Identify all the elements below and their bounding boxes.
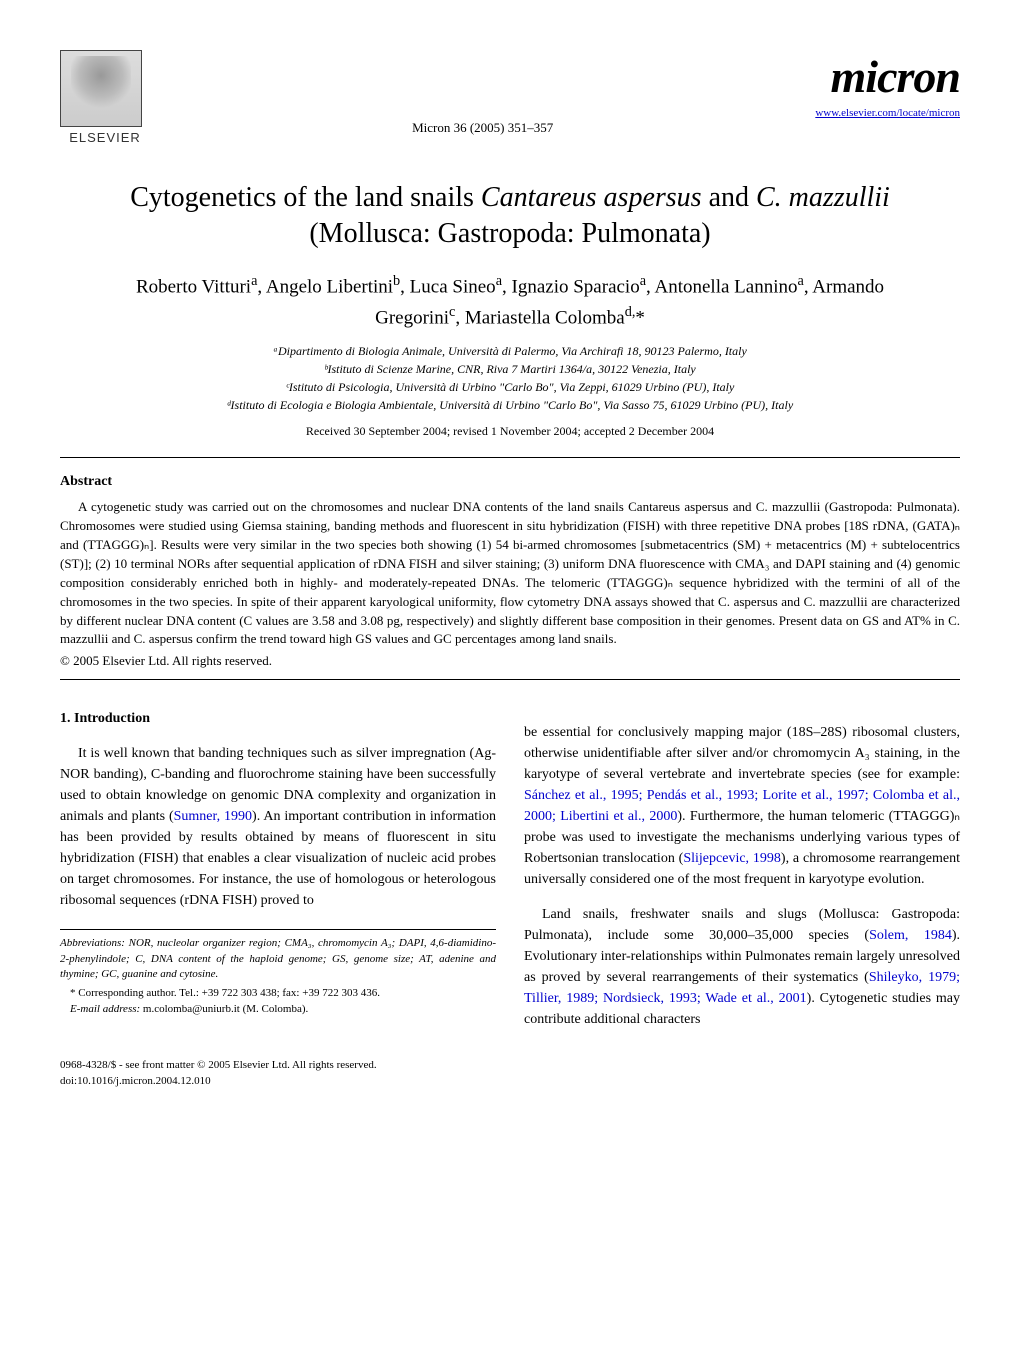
- affiliations-block: ᵃDipartimento di Biologia Animale, Unive…: [100, 342, 920, 414]
- journal-logo: micron: [815, 50, 960, 103]
- publisher-label: ELSEVIER: [60, 130, 150, 145]
- email-line: E-mail address: m.colomba@uniurb.it (M. …: [60, 1002, 496, 1017]
- intro-paragraph-2: Land snails, freshwater snails and slugs…: [524, 904, 960, 1030]
- header-row: ELSEVIER Micron 36 (2005) 351–357 micron…: [60, 50, 960, 150]
- footnote-block: Abbreviations: NOR, nucleolar organizer …: [60, 929, 496, 1017]
- intro-paragraph-1-continued: be essential for conclusively mapping ma…: [524, 722, 960, 890]
- right-column: be essential for conclusively mapping ma…: [524, 708, 960, 1044]
- email-address: m.colomba@uniurb.it (M. Colomba).: [143, 1003, 308, 1015]
- abbrev-text: Abbreviations: NOR, nucleolar organizer …: [60, 937, 496, 980]
- affiliation-b: ᵇIstituto di Scienze Marine, CNR, Riva 7…: [100, 360, 920, 378]
- abbreviations-note: Abbreviations: NOR, nucleolar organizer …: [60, 936, 496, 982]
- title-species-2: C. mazzullii: [756, 182, 890, 213]
- left-column: 1. Introduction It is well known that ba…: [60, 708, 496, 1044]
- abstract-heading: Abstract: [60, 474, 960, 490]
- publisher-logo: ELSEVIER: [60, 50, 150, 150]
- citation-slijepcevic-1998[interactable]: Slijepcevic, 1998: [683, 851, 781, 866]
- abstract-text: A cytogenetic study was carried out on t…: [60, 498, 960, 649]
- citation-sumner-1990[interactable]: Sumner, 1990: [174, 809, 252, 824]
- article-title: Cytogenetics of the land snails Cantareu…: [100, 180, 920, 253]
- affiliation-c: ᶜIstituto di Psicologia, Università di U…: [100, 378, 920, 396]
- elsevier-tree-icon: [60, 50, 142, 127]
- copyright-line: © 2005 Elsevier Ltd. All rights reserved…: [60, 653, 960, 669]
- divider-top: [60, 457, 960, 458]
- email-label: E-mail address:: [70, 1003, 140, 1015]
- journal-url-link[interactable]: www.elsevier.com/locate/micron: [815, 107, 960, 119]
- r-p1-a: be essential for conclusively mapping ma…: [524, 725, 960, 782]
- citation-line: Micron 36 (2005) 351–357: [150, 120, 815, 136]
- abstract-body: A cytogenetic study was carried out on t…: [60, 498, 960, 649]
- title-line-2: (Mollusca: Gastropoda: Pulmonata): [309, 218, 710, 249]
- received-dates: Received 30 September 2004; revised 1 No…: [60, 424, 960, 439]
- corresponding-author-note: * Corresponding author. Tel.: +39 722 30…: [60, 986, 496, 1001]
- doi-line: doi:10.1016/j.micron.2004.12.010: [60, 1074, 960, 1089]
- authors-line: Roberto Vitturia, Angelo Libertinib, Luc…: [100, 271, 920, 333]
- title-species-1: Cantareus aspersus: [481, 182, 702, 213]
- divider-bottom: [60, 679, 960, 680]
- affiliation-d: ᵈIstituto di Ecologia e Biologia Ambient…: [100, 396, 920, 414]
- affiliation-a: ᵃDipartimento di Biologia Animale, Unive…: [100, 342, 920, 360]
- journal-brand: micron www.elsevier.com/locate/micron: [815, 50, 960, 121]
- title-text-1: Cytogenetics of the land snails: [130, 182, 481, 213]
- footer-meta: 0968-4328/$ - see front matter © 2005 El…: [60, 1058, 960, 1089]
- issn-line: 0968-4328/$ - see front matter © 2005 El…: [60, 1058, 960, 1073]
- title-mid: and: [702, 182, 756, 213]
- citation-solem-1984[interactable]: Solem, 1984: [869, 928, 952, 943]
- intro-paragraph-1: It is well known that banding techniques…: [60, 743, 496, 911]
- section-1-heading: 1. Introduction: [60, 708, 496, 729]
- two-column-body: 1. Introduction It is well known that ba…: [60, 708, 960, 1044]
